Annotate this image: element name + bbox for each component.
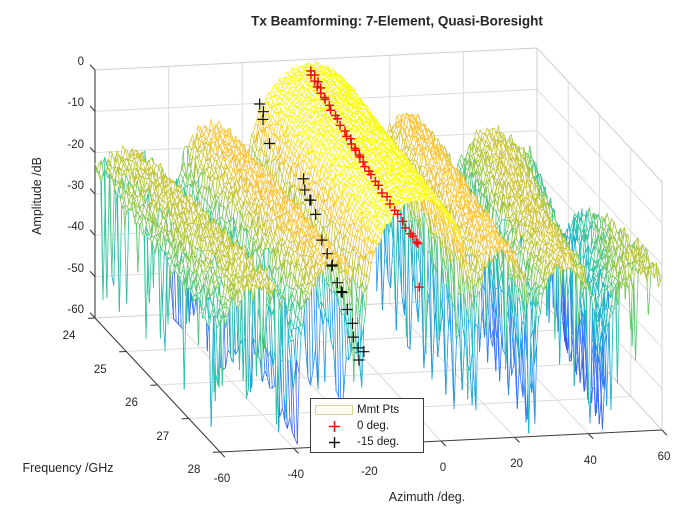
legend-label-minus15deg: -15 deg. [357,436,400,448]
x-axis-label: Azimuth /deg. [388,490,466,504]
legend-item-mmt-pts: Mmt Pts [311,402,423,418]
y-tick-label: 28 [187,464,201,476]
red-plus-icon [328,420,340,432]
legend-swatch-cell [311,436,357,449]
legend-label-mmt-pts: Mmt Pts [357,404,400,416]
x-tick-label: 40 [583,454,597,467]
legend-label-0deg: 0 deg. [357,420,389,432]
x-tick-label: -60 [213,473,231,485]
y-tick-label: 27 [156,430,170,443]
legend-item-minus15deg: -15 deg. [311,434,423,450]
z-tick-label: -50 [67,262,84,275]
z-tick-label: -40 [67,221,84,234]
chart-title: Tx Beamforming: 7-Element, Quasi-Boresig… [251,13,543,29]
z-tick-label: -20 [67,138,84,151]
z-tick-label: -30 [67,180,84,192]
y-tick-label: 26 [125,397,138,409]
z-axis-label: Amplitude /dB [30,157,44,235]
legend-swatch-cell [311,405,357,415]
y-axis-label: Frequency /GHz [22,461,114,475]
legend-swatch-cell [311,420,357,433]
y-tick-label: 24 [62,330,76,342]
mmt-pts-swatch [315,405,353,415]
x-tick-label: 20 [510,458,524,471]
legend-item-0deg: 0 deg. [311,418,423,434]
x-tick-label: -20 [361,465,378,478]
z-tick-label: -60 [67,304,84,316]
x-tick-label: -40 [287,469,304,482]
black-plus-icon [328,436,340,448]
legend: Mmt Pts 0 deg. -15 deg. [310,398,424,453]
z-tick-label: -10 [67,97,84,110]
x-tick-label: 60 [657,451,671,463]
x-tick-label: 0 [439,462,447,474]
y-tick-label: 25 [93,363,107,376]
z-tick-label: 0 [77,56,84,68]
